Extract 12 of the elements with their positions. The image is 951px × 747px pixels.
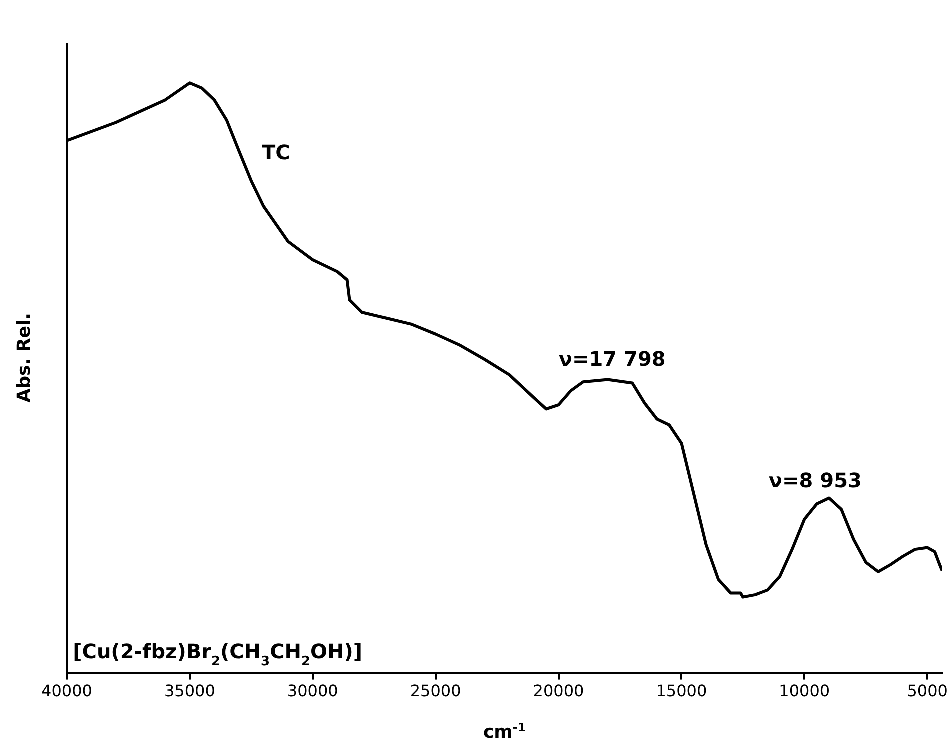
x-tick-label: 20000 [533, 682, 584, 701]
annotation: TC [262, 140, 290, 165]
x-tick-label: 10000 [779, 682, 830, 701]
x-tick-label: 30000 [287, 682, 338, 701]
x-tick-label: 15000 [656, 682, 708, 701]
annotation: ν=17 798 [558, 347, 666, 372]
x-tick-label: 35000 [164, 682, 216, 701]
x-tick-label: 5000 [907, 682, 948, 701]
x-tick-label: 25000 [410, 682, 462, 701]
x-tick-label: 40000 [42, 682, 92, 701]
annotation: ν=8 953 [768, 468, 862, 493]
y-axis-title: Abs. Rel. [14, 313, 35, 403]
